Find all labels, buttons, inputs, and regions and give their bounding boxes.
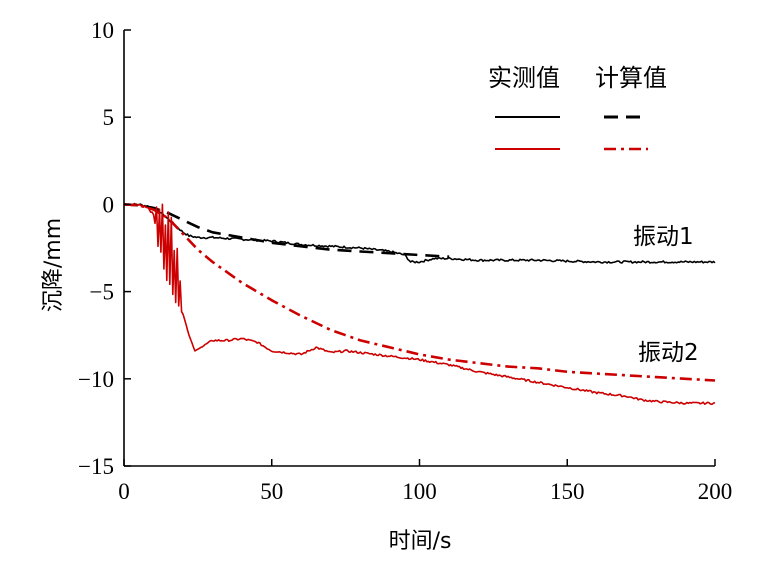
y-tick-label: −5 — [90, 280, 114, 305]
x-tick-label: 200 — [698, 479, 733, 504]
y-axis-ticks: 10 5 0 −5 −10 −15 — [78, 18, 131, 479]
annotation-vibration-1: 振动1 — [633, 224, 694, 250]
x-tick-label: 50 — [260, 479, 283, 504]
x-tick-label: 0 — [118, 479, 130, 504]
y-tick-label: 0 — [103, 192, 115, 217]
y-tick-label: 5 — [103, 105, 115, 130]
legend: 实测值 计算值 — [488, 64, 667, 151]
y-tick-label: −15 — [78, 454, 114, 479]
legend-header-measured: 实测值 — [488, 64, 560, 92]
legend-header-calculated: 计算值 — [595, 64, 667, 92]
series-vibration2-measured — [123, 203, 716, 406]
x-axis-title: 时间/s — [389, 529, 452, 554]
annotation-vibration-2: 振动2 — [638, 340, 699, 366]
y-tick-label: 10 — [91, 18, 114, 43]
x-tick-label: 150 — [550, 479, 585, 504]
plot-area — [123, 202, 716, 406]
series-vibration2-calculated — [123, 203, 716, 382]
x-tick-label: 100 — [402, 479, 437, 504]
y-tick-label: −10 — [78, 367, 114, 392]
y-axis-title: 沉降/mm — [41, 218, 66, 312]
series-vibration1-calculated — [123, 203, 450, 258]
series-vibration1-measured — [123, 202, 716, 264]
axes — [123, 30, 715, 467]
x-axis-ticks: 0 50 100 150 200 — [118, 459, 732, 504]
